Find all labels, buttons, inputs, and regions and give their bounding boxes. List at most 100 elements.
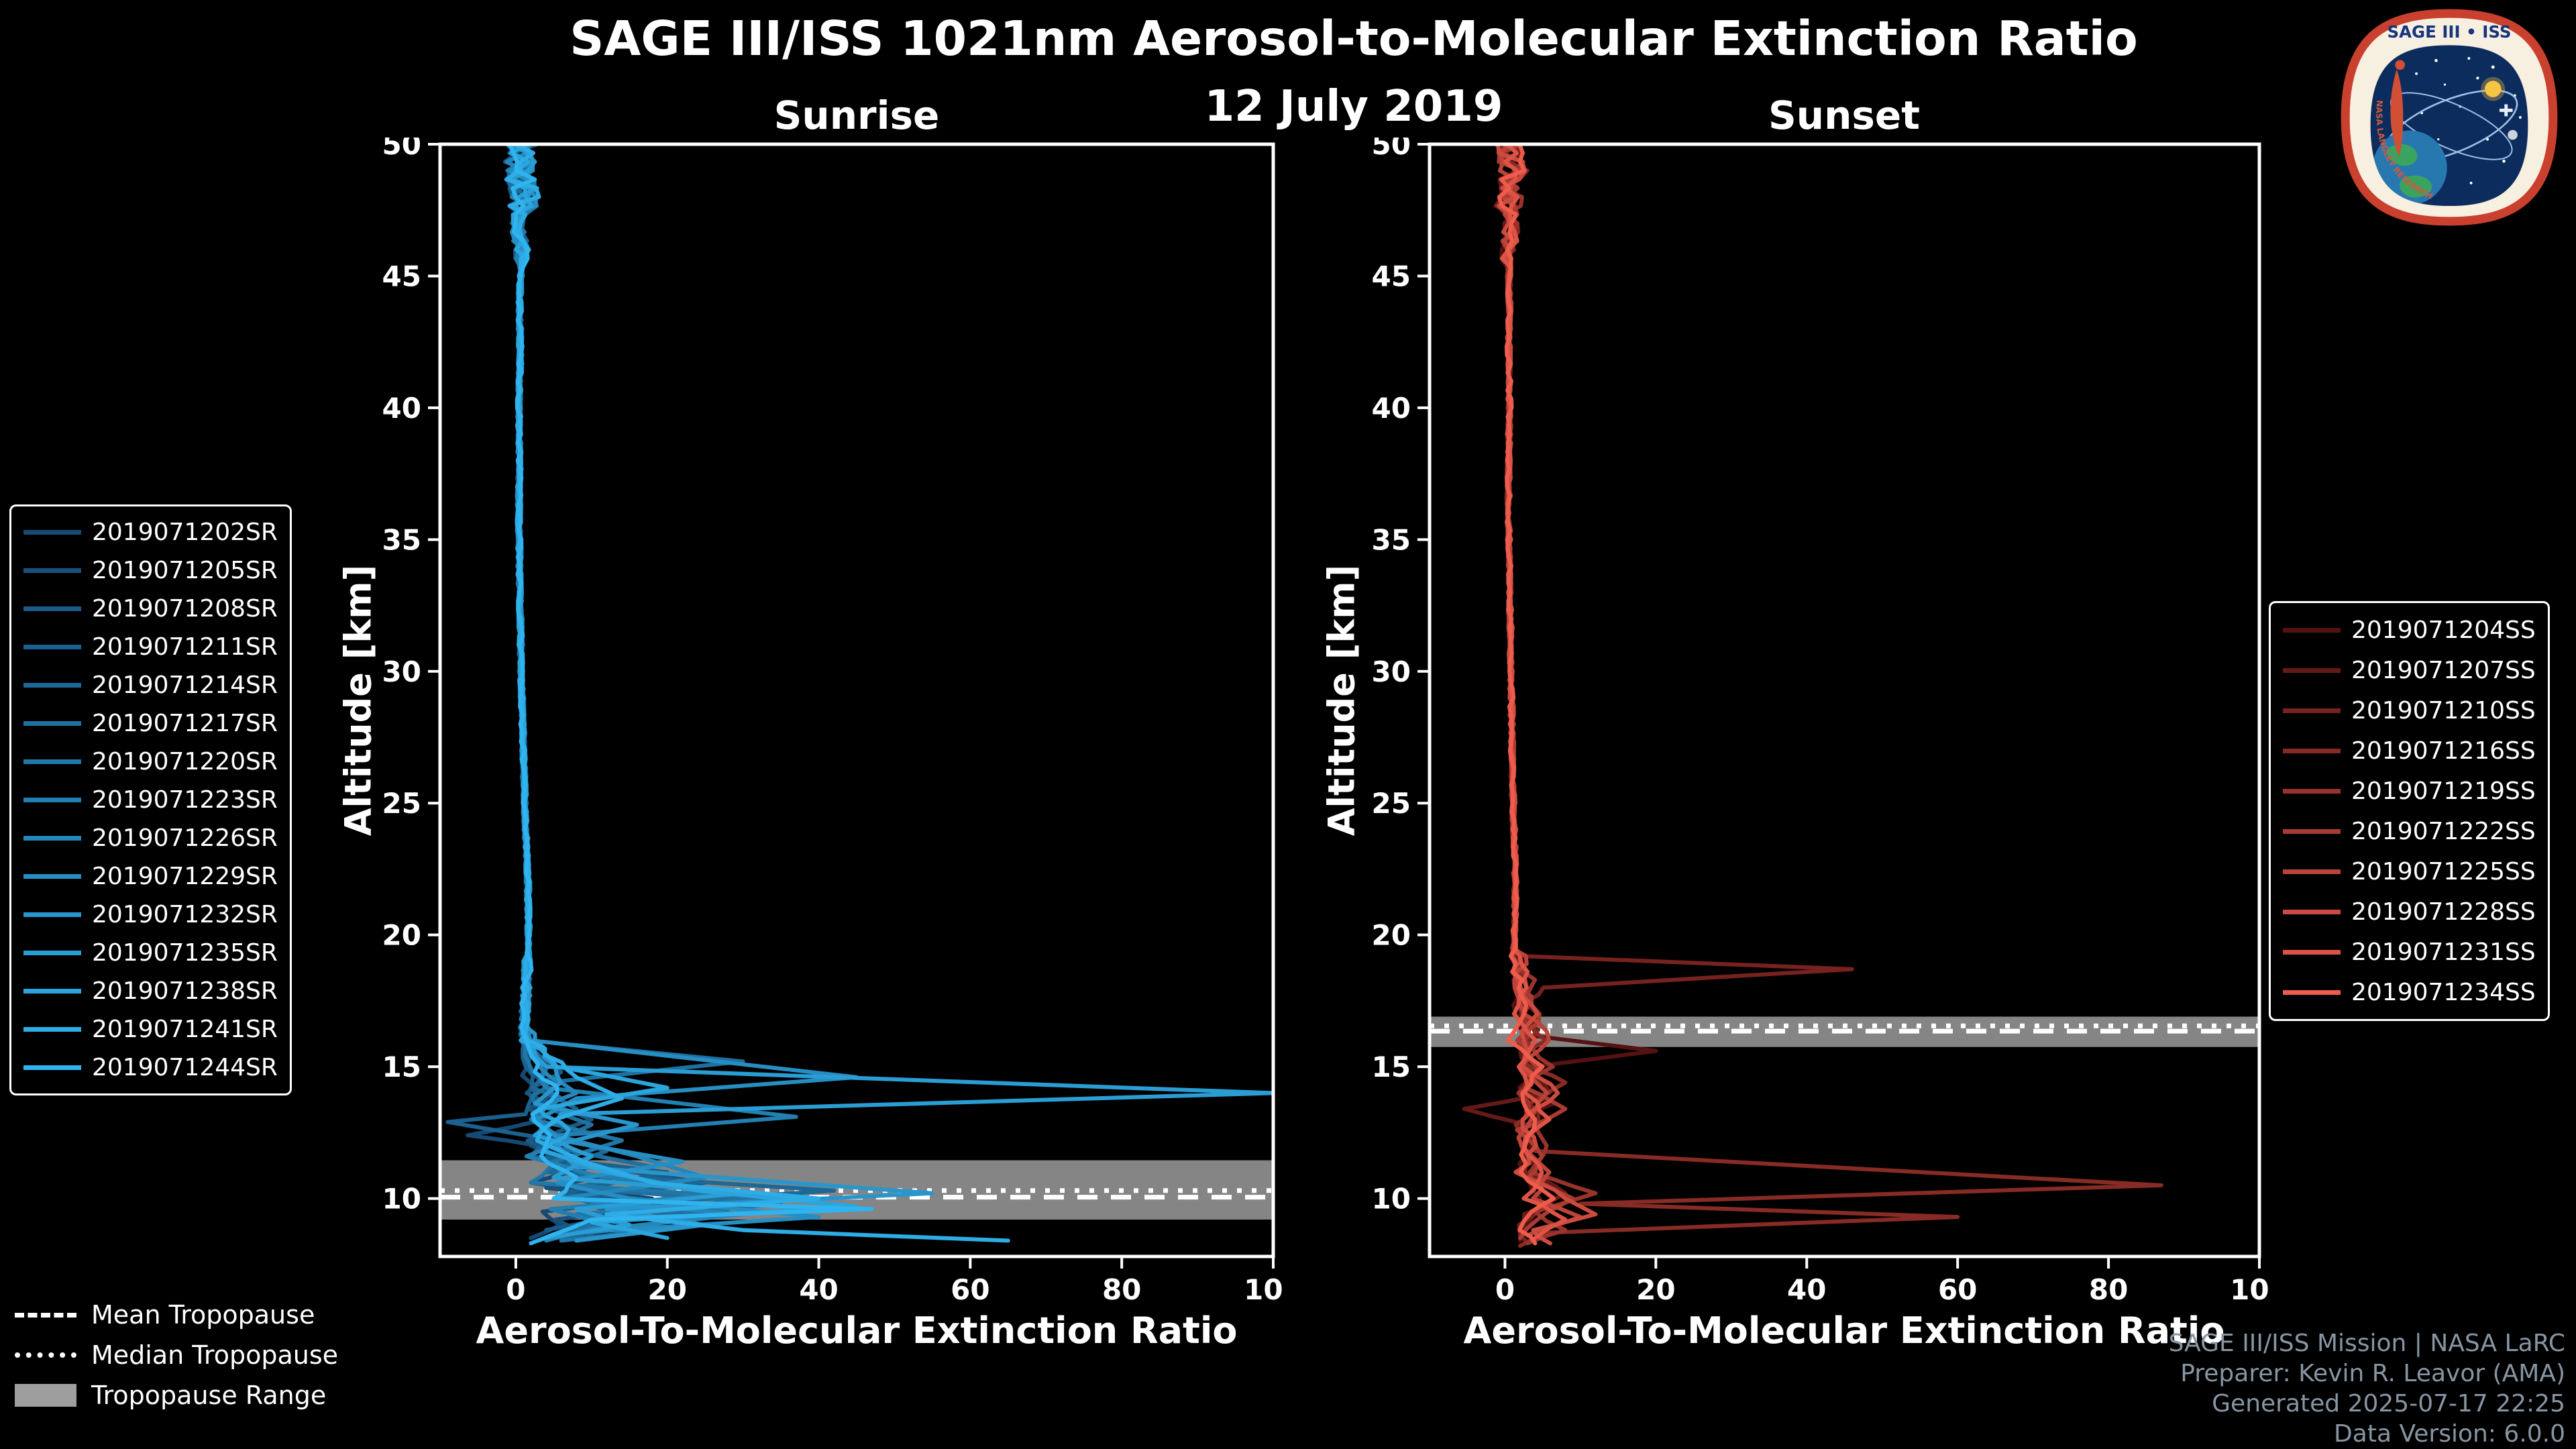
series-label: 2019071208SR xyxy=(92,595,278,623)
legend-item: 2019071217SR xyxy=(23,704,278,743)
series-label: 2019071216SS xyxy=(2351,737,2536,765)
y-tick-label: 50 xyxy=(382,138,421,161)
series-label: 2019071229SR xyxy=(92,863,278,890)
legend-item: 2019071220SR xyxy=(23,743,278,781)
series-lines xyxy=(445,144,1273,1246)
x-axis-label-sunrise: Aerosol-To-Molecular Extinction Ratio xyxy=(476,1309,1238,1352)
series-line xyxy=(1462,144,1568,1238)
series-color-swatch xyxy=(2283,828,2341,834)
mean-tropopause-legend-row: Mean Tropopause xyxy=(15,1300,338,1330)
x-tick-label: 80 xyxy=(2089,1273,2128,1306)
credit-line-preparer: Preparer: Kevin R. Leavor (AMA) xyxy=(2180,1360,2565,1387)
x-tick-label: 20 xyxy=(648,1273,687,1306)
series-color-swatch xyxy=(2283,748,2341,753)
series-color-swatch xyxy=(23,759,81,764)
series-color-swatch xyxy=(23,683,81,688)
series-label: 2019071223SR xyxy=(92,786,278,814)
credit-line-mission: SAGE III/ISS Mission | NASA LaRC xyxy=(2168,1330,2565,1357)
legend-item: 2019071241SR xyxy=(23,1010,278,1049)
series-color-swatch xyxy=(2283,627,2341,633)
series-label: 2019071204SS xyxy=(2351,616,2536,644)
plot-border xyxy=(1428,142,2261,1258)
y-tick-label: 20 xyxy=(1372,919,1411,952)
median-tropopause-legend-row: Median Tropopause xyxy=(15,1340,338,1370)
y-tick-label: 35 xyxy=(382,523,421,556)
earth-land-icon xyxy=(2386,144,2418,166)
series-color-swatch xyxy=(2283,949,2341,955)
x-tick-label: 0 xyxy=(506,1273,525,1306)
x-tick-label: 20 xyxy=(1636,1273,1675,1306)
legend-item: 2019071223SR xyxy=(23,781,278,819)
series-color-swatch xyxy=(23,721,81,726)
plot-border xyxy=(438,142,1275,1258)
legend-item: 2019071238SR xyxy=(23,972,278,1010)
series-color-swatch xyxy=(23,951,81,955)
y-tick-label: 30 xyxy=(382,655,421,688)
legend-item: 2019071234SS xyxy=(2283,972,2536,1012)
sunrise-plot: 0 20 40 60 80 100 10 15 20 25 30 35 40 45 50 xyxy=(382,138,1283,1306)
mean-tropopause-label: Mean Tropopause xyxy=(91,1300,315,1330)
credits: SAGE III/ISS Mission | NASA LaRC Prepare… xyxy=(2169,1328,2565,1449)
series-color-swatch xyxy=(23,836,81,841)
series-line xyxy=(505,144,934,1243)
legend-item: 2019071226SR xyxy=(23,819,278,857)
x-tick-label: 40 xyxy=(1787,1273,1826,1306)
series-label: 2019071228SS xyxy=(2351,898,2536,926)
legend-item: 2019071229SR xyxy=(23,857,278,896)
y-tick-label: 10 xyxy=(382,1183,421,1216)
sunset-plot: 0 20 40 60 80 100 10 15 20 25 30 35 40 45 50 xyxy=(1372,138,2269,1306)
figure-date: 12 July 2019 xyxy=(1204,82,1503,131)
sage-iss-logo: SAGE III • ISS NASA LANGLEY xyxy=(2340,8,2558,226)
credit-line-generated: Generated 2025-07-17 22:25 xyxy=(2212,1390,2565,1417)
series-color-swatch xyxy=(2283,989,2341,995)
x-tick-label: 100 xyxy=(1244,1273,1283,1306)
series-color-swatch xyxy=(23,568,81,573)
series-color-swatch xyxy=(23,874,81,879)
tropopause-range-label: Tropopause Range xyxy=(91,1381,327,1410)
series-line xyxy=(1497,144,1556,1246)
series-line xyxy=(504,144,768,1243)
series-color-swatch xyxy=(23,989,81,994)
series-color-swatch xyxy=(23,912,81,917)
legend-item: 2019071225SS xyxy=(2283,851,2536,892)
sunset-legend: 2019071204SS 2019071207SS 2019071210SS 2019… xyxy=(2269,601,2550,1021)
series-line xyxy=(1496,144,1658,1243)
figure-head-icon xyxy=(2395,60,2405,70)
series-color-swatch xyxy=(23,1065,81,1070)
tropopause-range-legend-row: Tropopause Range xyxy=(15,1381,338,1410)
series-line xyxy=(507,144,874,1246)
series-label: 2019071214SR xyxy=(92,672,278,699)
legend-item: 2019071211SR xyxy=(23,628,278,666)
series-color-swatch xyxy=(2283,909,2341,914)
y-tick-label: 40 xyxy=(1372,392,1411,425)
x-tick-label: 0 xyxy=(1495,1273,1515,1306)
series-label: 2019071217SR xyxy=(92,710,278,737)
y-tick-label: 45 xyxy=(1372,260,1411,292)
y-tick-label: 15 xyxy=(1372,1051,1411,1083)
y-tick-label: 50 xyxy=(1372,138,1411,161)
y-tick-label: 30 xyxy=(1372,655,1411,688)
series-label: 2019071211SR xyxy=(92,633,278,661)
tropopause-range-swatch xyxy=(15,1384,76,1407)
legend-item: 2019071208SR xyxy=(23,590,278,628)
legend-item: 2019071207SS xyxy=(2283,650,2536,690)
legend-item: 2019071222SS xyxy=(2283,811,2536,851)
logo-title: SAGE III • ISS xyxy=(2387,22,2512,42)
x-tick-label: 80 xyxy=(1102,1273,1141,1306)
x-tick-label: 100 xyxy=(2230,1273,2269,1306)
series-color-swatch xyxy=(2283,667,2341,673)
series-color-swatch xyxy=(23,645,81,649)
y-tick-label: 25 xyxy=(1372,787,1411,820)
moon-icon xyxy=(2508,129,2518,140)
legend-item: 2019071244SR xyxy=(23,1049,278,1087)
median-tropopause-label: Median Tropopause xyxy=(91,1340,338,1370)
sunrise-legend-items: 2019071202SR 2019071205SR 2019071208SR 2019… xyxy=(23,513,278,1087)
series-color-swatch xyxy=(23,1027,81,1032)
series-label: 2019071226SR xyxy=(92,824,278,852)
legend-item: 2019071235SR xyxy=(23,934,278,972)
median-tropopause-swatch xyxy=(15,1352,76,1358)
series-label: 2019071202SR xyxy=(92,519,278,546)
legend-item: 2019071231SS xyxy=(2283,932,2536,972)
legend-item: 2019071228SS xyxy=(2283,892,2536,932)
series-color-swatch xyxy=(2283,869,2341,874)
